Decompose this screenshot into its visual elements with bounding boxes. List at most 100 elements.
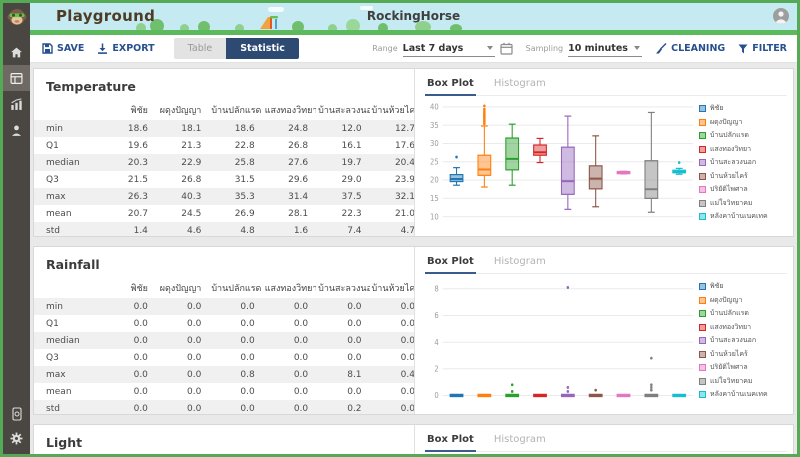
table-row: median 20.3 22.9 25.8 27.6 19.7 20.4 bbox=[34, 154, 414, 171]
legend-item[interactable]: หลังคาบ้านเนคเทค bbox=[699, 211, 787, 222]
stat-value-cell: 0.0 bbox=[347, 318, 362, 329]
stat-value-cell: 18.1 bbox=[181, 123, 202, 134]
bush-icon bbox=[415, 21, 431, 30]
legend-item[interactable]: แสงทองวิทยา bbox=[699, 322, 787, 333]
sampling-select[interactable]: 10 minutes bbox=[568, 41, 643, 57]
gear-icon bbox=[10, 432, 23, 444]
table-row: mean 0.0 0.0 0.0 0.0 0.0 0.0 bbox=[34, 383, 414, 400]
legend-item[interactable]: พิชัย bbox=[699, 103, 787, 114]
legend-swatch bbox=[699, 310, 706, 317]
save-button[interactable]: SAVE bbox=[42, 43, 84, 54]
stat-value-cell: 0.0 bbox=[400, 352, 415, 363]
filter-button[interactable]: FILTER bbox=[738, 43, 787, 54]
y-tick-label: 6 bbox=[434, 311, 439, 320]
legend-item[interactable]: ผดุงปัญญา bbox=[699, 117, 787, 128]
row-label: std bbox=[46, 225, 60, 236]
boxplot-series bbox=[477, 104, 492, 188]
y-tick-label: 30 bbox=[430, 139, 439, 148]
y-tick-label: 10 bbox=[430, 212, 439, 221]
legend-item[interactable]: บ้านปลักแรด bbox=[699, 308, 787, 319]
row-label: mean bbox=[46, 386, 72, 397]
legend-label: บ้านปลักแรด bbox=[710, 309, 749, 317]
boxplot-series bbox=[477, 393, 492, 398]
stat-value-cell: 17.6 bbox=[394, 140, 415, 151]
tab-histogram[interactable]: Histogram bbox=[493, 434, 546, 445]
legend-swatch bbox=[699, 199, 706, 207]
monkey-avatar[interactable] bbox=[7, 7, 27, 27]
legend-item[interactable]: พิชัย bbox=[699, 281, 787, 292]
legend-swatch bbox=[699, 296, 706, 304]
content-area: Temperature พิชัย ผดุงปัญญา บ้านปลักแรด แสง… bbox=[30, 63, 797, 454]
legend-item[interactable]: ปริยัติไพศาล bbox=[699, 362, 787, 373]
legend-item[interactable]: แสงทองวิทยา bbox=[699, 144, 787, 155]
plot-tabs: Box Plot Histogram bbox=[425, 431, 787, 452]
legend-item[interactable]: แม่ใจวิทยาคม bbox=[699, 198, 787, 209]
stat-value-cell: 0.0 bbox=[133, 335, 148, 346]
stat-value-cell: 0.0 bbox=[240, 335, 255, 346]
stat-value-cell: 28.1 bbox=[288, 208, 309, 219]
tab-box-plot[interactable]: Box Plot bbox=[425, 431, 476, 452]
legend-item[interactable]: หลังคาบ้านเนคเทค bbox=[699, 389, 787, 400]
tab-box-plot[interactable]: Box Plot bbox=[425, 75, 476, 96]
boxplot-series bbox=[644, 111, 659, 213]
range-select[interactable]: Last 7 days bbox=[402, 41, 495, 57]
row-label: Q3 bbox=[46, 352, 59, 363]
calendar-icon[interactable] bbox=[500, 42, 513, 55]
legend-item[interactable]: บ้านห้วยไคร้ bbox=[699, 171, 787, 182]
section-title: Rainfall bbox=[46, 257, 100, 272]
stat-value-cell: 0.0 bbox=[347, 301, 362, 312]
export-icon bbox=[98, 43, 108, 54]
y-tick-label: 2 bbox=[434, 364, 438, 373]
legend-item[interactable]: แม่ใจวิทยาคม bbox=[699, 376, 787, 387]
outlier-point bbox=[677, 161, 681, 164]
plot-panel: Box Plot Histogram bbox=[415, 425, 793, 454]
sidebar-item-home[interactable] bbox=[3, 39, 30, 65]
tab-histogram[interactable]: Histogram bbox=[493, 256, 546, 267]
legend-item[interactable]: บ้านปลักแรด bbox=[699, 130, 787, 141]
boxplot-series bbox=[505, 123, 520, 186]
stat-value-cell: 4.6 bbox=[187, 225, 202, 236]
sidebar-item-charts[interactable] bbox=[3, 91, 30, 117]
tab-table[interactable]: Table bbox=[173, 38, 227, 59]
save-icon bbox=[42, 43, 53, 54]
page-title: RockingHorse bbox=[366, 9, 461, 23]
sidebar-item-users[interactable] bbox=[3, 117, 30, 143]
boxplot-series bbox=[449, 155, 464, 186]
sidebar-item-settings[interactable] bbox=[3, 426, 30, 450]
stat-value-cell: 0.0 bbox=[133, 318, 148, 329]
stat-value-cell: 0.0 bbox=[133, 403, 148, 414]
tab-statistic[interactable]: Statistic bbox=[226, 38, 299, 59]
y-tick-label: 40 bbox=[430, 102, 439, 111]
stat-value-cell: 21.3 bbox=[181, 140, 202, 151]
tree-icon bbox=[198, 21, 210, 30]
export-button[interactable]: EXPORT bbox=[97, 43, 155, 54]
column-header: พิชัย bbox=[130, 284, 148, 294]
legend-item[interactable]: ปริยัติไพศาล bbox=[699, 184, 787, 195]
legend-label: แม่ใจวิทยาคม bbox=[710, 376, 753, 385]
sidebar-item-device[interactable] bbox=[3, 402, 30, 426]
tab-histogram[interactable]: Histogram bbox=[493, 78, 546, 89]
y-tick-label: 0 bbox=[434, 391, 439, 400]
legend-label: บ้านสะลวงนอก bbox=[710, 336, 757, 344]
table-row: median 0.0 0.0 0.0 0.0 0.0 0.0 bbox=[34, 332, 414, 349]
stats-table-panel: Light bbox=[34, 425, 415, 454]
person-icon bbox=[11, 125, 22, 136]
cleaning-button[interactable]: CLEANING bbox=[655, 43, 725, 54]
boxplot-series bbox=[588, 388, 603, 398]
row-label: std bbox=[46, 403, 60, 414]
section-title: Light bbox=[46, 435, 83, 450]
stat-value-cell: 0.0 bbox=[293, 369, 309, 380]
legend-item[interactable]: บ้านสะลวงนอก bbox=[699, 335, 787, 346]
stat-value-cell: 31.4 bbox=[288, 191, 309, 202]
stat-value-cell: 18.6 bbox=[127, 123, 148, 134]
dashboard-grid-icon bbox=[10, 72, 23, 84]
user-avatar[interactable] bbox=[773, 8, 789, 24]
stats-table-panel: Temperature พิชัย ผดุงปัญญา บ้านปลักแรด แสง… bbox=[34, 69, 415, 236]
boxplot-series bbox=[616, 170, 631, 175]
sidebar-item-dashboard[interactable] bbox=[3, 65, 30, 91]
legend-item[interactable]: บ้านสะลวงนอก bbox=[699, 157, 787, 168]
tab-box-plot[interactable]: Box Plot bbox=[425, 253, 476, 274]
sampling-label: Sampling bbox=[525, 44, 564, 53]
legend-item[interactable]: บ้านห้วยไคร้ bbox=[699, 349, 787, 360]
legend-item[interactable]: ผดุงปัญญา bbox=[699, 295, 787, 306]
